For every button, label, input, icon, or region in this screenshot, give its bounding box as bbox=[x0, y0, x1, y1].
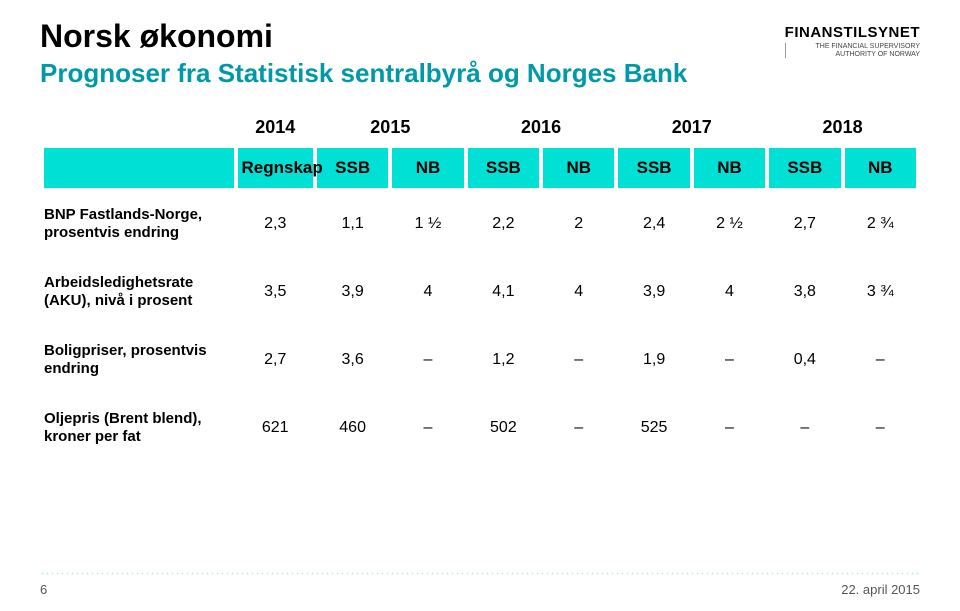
col-nb: NB bbox=[692, 146, 767, 190]
table-body: BNP Fastlands-Norge, prosentvis endring … bbox=[42, 190, 918, 462]
cell: – bbox=[390, 394, 465, 462]
forecast-table: 2014 2015 2016 2017 2018 Regnskap SSB NB… bbox=[40, 111, 920, 464]
cell: 3,9 bbox=[616, 258, 691, 326]
cell: 0,4 bbox=[767, 326, 842, 394]
cell: – bbox=[843, 394, 918, 462]
cell: 2,4 bbox=[616, 190, 691, 258]
cell: 621 bbox=[236, 394, 315, 462]
cell: 4,1 bbox=[466, 258, 541, 326]
title-block: Norsk økonomi Prognoser fra Statistisk s… bbox=[40, 18, 785, 89]
row-label: Boligpriser, prosentvis endring bbox=[42, 326, 236, 394]
table-row: Boligpriser, prosentvis endring 2,7 3,6 … bbox=[42, 326, 918, 394]
header-spacer bbox=[42, 146, 236, 190]
cell: 2,3 bbox=[236, 190, 315, 258]
cell: 1,2 bbox=[466, 326, 541, 394]
year-2015: 2015 bbox=[315, 111, 466, 146]
cell: 3,8 bbox=[767, 258, 842, 326]
cell: 4 bbox=[541, 258, 616, 326]
dotted-divider bbox=[40, 571, 920, 577]
cell: 1,1 bbox=[315, 190, 390, 258]
cell: 4 bbox=[692, 258, 767, 326]
year-2017: 2017 bbox=[616, 111, 767, 146]
cell: – bbox=[390, 326, 465, 394]
cell: 4 bbox=[390, 258, 465, 326]
col-nb: NB bbox=[541, 146, 616, 190]
row-label: Arbeidsledighetsrate (AKU), nivå i prose… bbox=[42, 258, 236, 326]
cell: – bbox=[767, 394, 842, 462]
year-2014: 2014 bbox=[236, 111, 315, 146]
row-label: Oljepris (Brent blend), kroner per fat bbox=[42, 394, 236, 462]
footer-date: 22. april 2015 bbox=[841, 582, 920, 597]
cell: 502 bbox=[466, 394, 541, 462]
cell: – bbox=[692, 394, 767, 462]
page-title: Norsk økonomi bbox=[40, 18, 785, 55]
cell: 1,9 bbox=[616, 326, 691, 394]
cell: 3,9 bbox=[315, 258, 390, 326]
slide: Norsk økonomi Prognoser fra Statistisk s… bbox=[0, 0, 960, 611]
year-header-row: 2014 2015 2016 2017 2018 bbox=[42, 111, 918, 146]
logo-sub: THE FINANCIAL SUPERVISORY AUTHORITY OF N… bbox=[785, 43, 920, 58]
col-ssb: SSB bbox=[315, 146, 390, 190]
cell: 2 ½ bbox=[692, 190, 767, 258]
source-header-row: Regnskap SSB NB SSB NB SSB NB SSB NB bbox=[42, 146, 918, 190]
table-row: Oljepris (Brent blend), kroner per fat 6… bbox=[42, 394, 918, 462]
col-ssb: SSB bbox=[767, 146, 842, 190]
page-number: 6 bbox=[40, 582, 47, 597]
year-2016: 2016 bbox=[466, 111, 617, 146]
footer: 6 22. april 2015 bbox=[40, 582, 920, 597]
cell: 2 bbox=[541, 190, 616, 258]
cell: 2,7 bbox=[767, 190, 842, 258]
cell: 2,7 bbox=[236, 326, 315, 394]
cell: 2 ¾ bbox=[843, 190, 918, 258]
cell: – bbox=[843, 326, 918, 394]
header: Norsk økonomi Prognoser fra Statistisk s… bbox=[40, 18, 920, 89]
cell: 1 ½ bbox=[390, 190, 465, 258]
col-ssb: SSB bbox=[616, 146, 691, 190]
cell: – bbox=[541, 394, 616, 462]
row-label: BNP Fastlands-Norge, prosentvis endring bbox=[42, 190, 236, 258]
logo-main: FINANSTILSYNET bbox=[785, 24, 920, 41]
header-spacer bbox=[42, 111, 236, 146]
cell: 3,6 bbox=[315, 326, 390, 394]
cell: 2,2 bbox=[466, 190, 541, 258]
col-nb: NB bbox=[843, 146, 918, 190]
cell: 3 ¾ bbox=[843, 258, 918, 326]
cell: 3,5 bbox=[236, 258, 315, 326]
col-nb: NB bbox=[390, 146, 465, 190]
year-2018: 2018 bbox=[767, 111, 918, 146]
table-row: BNP Fastlands-Norge, prosentvis endring … bbox=[42, 190, 918, 258]
cell: – bbox=[692, 326, 767, 394]
col-ssb: SSB bbox=[466, 146, 541, 190]
page-subtitle: Prognoser fra Statistisk sentralbyrå og … bbox=[40, 57, 785, 90]
cell: 460 bbox=[315, 394, 390, 462]
col-regnskap: Regnskap bbox=[236, 146, 315, 190]
cell: 525 bbox=[616, 394, 691, 462]
cell: – bbox=[541, 326, 616, 394]
logo: FINANSTILSYNET THE FINANCIAL SUPERVISORY… bbox=[785, 18, 920, 58]
table-row: Arbeidsledighetsrate (AKU), nivå i prose… bbox=[42, 258, 918, 326]
